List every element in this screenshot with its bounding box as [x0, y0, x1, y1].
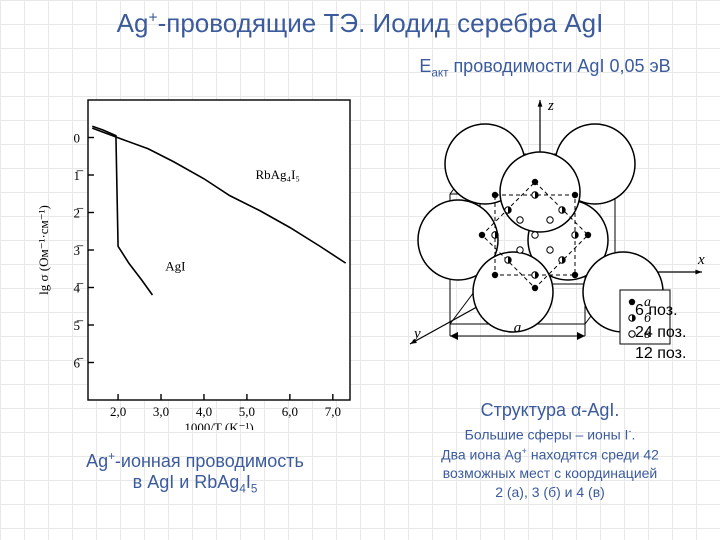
legend-row-a: 6 поз.	[635, 300, 686, 322]
page-title: Ag+-проводящие ТЭ. Иодид серебра AgI	[0, 8, 720, 39]
svg-text:5,0: 5,0	[239, 404, 255, 419]
conductivity-caption: Ag+-ионная проводимостьв AgI и RbAg4I5	[30, 450, 360, 496]
svg-text:6,0: 6,0	[282, 404, 298, 419]
svg-text:5̅: 5̅	[74, 318, 85, 333]
svg-text:2,0: 2,0	[110, 404, 126, 419]
svg-text:a: a	[514, 320, 522, 336]
svg-text:6̅: 6̅	[74, 356, 85, 371]
svg-text:y: y	[412, 326, 421, 342]
svg-text:z: z	[547, 98, 554, 114]
svg-text:x: x	[697, 252, 705, 268]
structure-description: Большие сферы – ионы I-.Два иона Ag+ нах…	[390, 425, 710, 502]
svg-text:0: 0	[74, 131, 81, 146]
svg-text:3̅: 3̅	[74, 243, 85, 258]
activation-energy-text: Eакт проводимости AgI 0,05 эВ	[380, 56, 710, 80]
svg-text:RbAg₄I₅: RbAg₄I₅	[256, 167, 300, 182]
svg-text:4̅: 4̅	[74, 281, 85, 296]
svg-text:1000/T (K⁻¹): 1000/T (K⁻¹)	[184, 420, 253, 430]
svg-text:lg σ (Ом⁻¹·см⁻¹): lg σ (Ом⁻¹·см⁻¹)	[36, 205, 51, 295]
svg-text:7,0: 7,0	[325, 404, 341, 419]
legend-row-v: 12 поз.	[635, 343, 686, 365]
structure-title: Структура α-AgI.	[400, 400, 700, 421]
conductivity-chart: 6̅ 5̅ 4̅ 3̅ 2̅ 1̅ 0 2,0 3,0 4,0 5,0 6,0 7,0 lg σ (Ом⁻…	[30, 90, 360, 435]
svg-text:3,0: 3,0	[153, 404, 169, 419]
svg-text:AgI: AgI	[165, 259, 185, 274]
svg-text:1̅: 1̅	[74, 168, 85, 183]
svg-text:4,0: 4,0	[196, 404, 212, 419]
site-positions-legend: 6 поз. 24 поз. 12 поз.	[635, 300, 686, 365]
svg-text:2̅: 2̅	[74, 206, 85, 221]
legend-row-b: 24 поз.	[635, 322, 686, 344]
